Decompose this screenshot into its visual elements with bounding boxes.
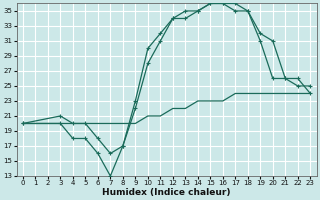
- X-axis label: Humidex (Indice chaleur): Humidex (Indice chaleur): [102, 188, 231, 197]
